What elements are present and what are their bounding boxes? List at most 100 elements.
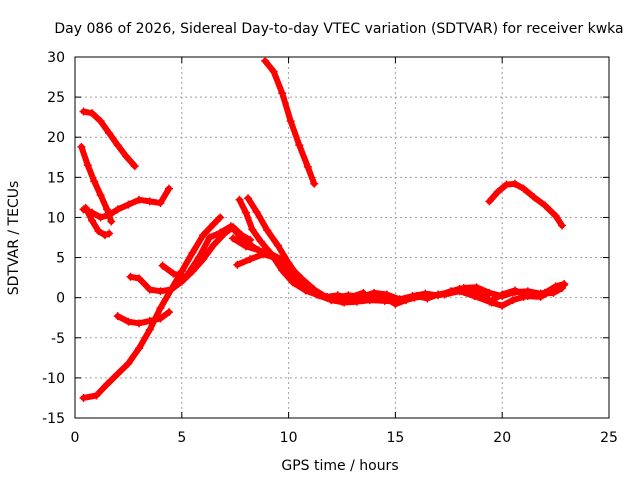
data-point xyxy=(511,179,520,188)
data-point xyxy=(295,141,304,150)
x-tick-label: 25 xyxy=(600,430,618,446)
data-point xyxy=(241,242,250,251)
data-point xyxy=(248,225,257,234)
data-point xyxy=(487,298,496,307)
data-point xyxy=(288,278,297,287)
data-point xyxy=(284,261,293,270)
y-tick-label: -10 xyxy=(42,371,65,387)
data-point xyxy=(408,292,417,301)
data-point xyxy=(113,312,122,321)
y-tick-label: 0 xyxy=(56,291,65,307)
data-point xyxy=(511,288,520,297)
data-point xyxy=(263,226,272,235)
y-tick-label: 5 xyxy=(56,251,65,267)
data-point xyxy=(122,152,131,161)
series-arc-1 xyxy=(79,107,139,171)
data-point xyxy=(169,269,178,278)
data-point xyxy=(216,213,225,222)
y-tick-label: 30 xyxy=(47,50,65,66)
data-point xyxy=(167,285,176,294)
data-point xyxy=(498,292,507,301)
data-point xyxy=(244,194,253,203)
series-arc-5 xyxy=(79,213,225,402)
data-point xyxy=(209,219,218,228)
data-point xyxy=(194,253,203,262)
data-point xyxy=(235,195,244,204)
data-point xyxy=(391,300,400,309)
data-point xyxy=(286,117,295,126)
series-arc-2 xyxy=(77,142,116,226)
data-point xyxy=(256,237,265,246)
data-point xyxy=(459,284,468,293)
data-point xyxy=(105,211,114,220)
data-point xyxy=(105,229,114,238)
data-point xyxy=(508,296,517,305)
data-point xyxy=(269,67,278,76)
data-point xyxy=(135,195,144,204)
series-line xyxy=(80,185,172,221)
data-point xyxy=(519,184,528,193)
data-point xyxy=(88,216,97,225)
data-point xyxy=(103,380,112,389)
series-arc-13 xyxy=(261,57,319,188)
chart-title: Day 086 of 2026, Sidereal Day-to-day VTE… xyxy=(54,21,623,37)
data-point xyxy=(558,284,567,293)
data-point xyxy=(434,291,443,300)
data-point xyxy=(258,250,267,259)
data-point xyxy=(446,287,455,296)
data-point xyxy=(344,291,353,300)
x-tick-label: 10 xyxy=(280,430,298,446)
data-point xyxy=(226,222,235,231)
y-tick-label: 25 xyxy=(47,90,65,106)
data-point xyxy=(472,283,481,292)
data-point xyxy=(164,184,173,193)
data-point xyxy=(156,304,165,313)
data-point xyxy=(551,211,560,220)
data-point xyxy=(297,274,306,283)
data-point xyxy=(79,107,88,116)
data-point xyxy=(156,314,165,323)
data-point xyxy=(92,391,101,400)
data-point xyxy=(549,288,558,297)
data-point xyxy=(382,290,391,299)
series-line xyxy=(159,223,367,301)
data-point xyxy=(135,319,144,328)
data-point xyxy=(310,285,319,294)
data-point xyxy=(156,287,165,296)
data-point xyxy=(523,287,532,296)
data-point xyxy=(88,109,97,118)
data-point xyxy=(331,293,340,302)
x-tick-label: 20 xyxy=(493,430,511,446)
data-point xyxy=(145,325,154,334)
data-point xyxy=(105,129,114,138)
data-point xyxy=(83,161,92,170)
data-point xyxy=(246,255,255,264)
data-point xyxy=(90,177,99,186)
axis-ticks: 0 5 10 15 20 25 -15 -10 -5 0 5 10 15 20 25 30 xyxy=(42,50,618,446)
data-point xyxy=(124,200,133,209)
data-series xyxy=(77,57,569,402)
data-point xyxy=(229,234,238,243)
data-point xyxy=(130,162,139,171)
y-tick-label: 10 xyxy=(47,210,65,226)
data-point xyxy=(81,203,90,212)
data-point xyxy=(199,231,208,240)
data-point xyxy=(113,141,122,150)
plot-frame xyxy=(74,56,610,419)
series-line xyxy=(80,214,224,401)
data-point xyxy=(182,272,191,281)
y-tick-label: 15 xyxy=(47,170,65,186)
data-point xyxy=(271,253,280,262)
data-point xyxy=(252,207,261,216)
data-point xyxy=(323,293,332,302)
data-point xyxy=(164,308,173,317)
data-point xyxy=(493,187,502,196)
data-point xyxy=(261,57,270,66)
x-tick-label: 0 xyxy=(71,430,80,446)
data-point xyxy=(395,295,404,304)
data-point xyxy=(278,266,287,275)
data-point xyxy=(209,240,218,249)
data-point xyxy=(498,301,507,310)
data-point xyxy=(145,316,154,325)
data-point xyxy=(145,285,154,294)
